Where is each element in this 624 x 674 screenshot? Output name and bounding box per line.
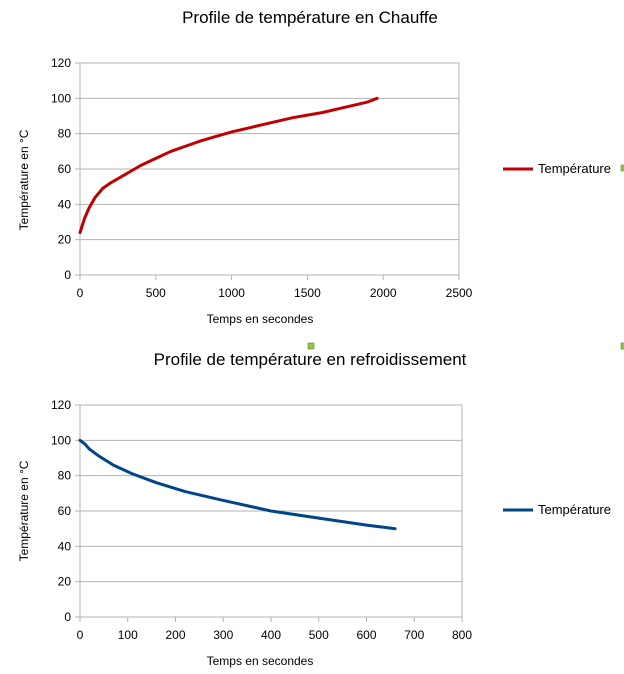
x-tick-label: 200 [165,628,185,642]
chart-cooling: Profile de température en refroidissemen… [17,350,611,668]
y-tick-label: 120 [51,56,71,70]
y-tick-label: 80 [58,469,72,483]
legend: Température [503,502,611,517]
legend-label: Température [538,161,611,176]
x-tick-label: 500 [146,286,166,300]
x-tick-label: 100 [118,628,138,642]
x-tick-label: 500 [309,628,329,642]
x-tick-label: 1500 [294,286,321,300]
selection-handle[interactable] [307,342,315,350]
chart-lines [78,96,379,235]
chart-grid [80,62,460,276]
chart-lines [78,438,397,531]
y-axis-label: Température en °C [17,460,31,561]
y-tick-label: 100 [51,91,71,105]
series-line [78,438,397,531]
x-tick-label: 400 [261,628,281,642]
legend: Température [503,161,611,176]
selection-handle[interactable] [620,164,624,172]
selection-handle[interactable] [620,342,624,350]
x-tick-label: 2000 [370,286,397,300]
x-tick-label: 700 [404,628,424,642]
y-tick-label: 20 [58,575,72,589]
chart-ticks: 0 20 40 60 80 100 120 0 100 200 300 400 500 600 700 800 [51,398,472,642]
y-tick-label: 0 [64,610,71,624]
x-tick-label: 300 [213,628,233,642]
y-tick-label: 80 [58,127,72,141]
x-tick-label: 2500 [446,286,473,300]
x-tick-label: 1000 [218,286,245,300]
legend-label: Température [538,502,611,517]
x-tick-label: 600 [356,628,376,642]
y-tick-label: 40 [58,197,72,211]
y-tick-label: 40 [58,539,72,553]
y-axis-label: Température en °C [17,129,31,230]
chart-title: Profile de température en refroidissemen… [154,350,467,369]
y-tick-label: 0 [64,268,71,282]
chart-heating: Profile de température en Chauffe 0 20 40 6… [17,8,611,326]
x-tick-label: 800 [452,628,472,642]
chart-ticks: 0 20 40 60 80 100 120 0 500 1000 1500 2000 2500 [51,56,473,300]
y-tick-label: 20 [58,233,72,247]
x-tick-label: 0 [77,286,84,300]
x-tick-label: 0 [77,628,84,642]
y-tick-label: 60 [58,504,72,518]
chart-title: Profile de température en Chauffe [182,8,438,27]
x-axis-label: Temps en secondes [207,312,314,326]
y-tick-label: 60 [58,162,72,176]
x-axis-label: Temps en secondes [207,654,314,668]
y-tick-label: 120 [51,398,71,412]
y-tick-label: 100 [51,433,71,447]
series-line [78,96,379,235]
